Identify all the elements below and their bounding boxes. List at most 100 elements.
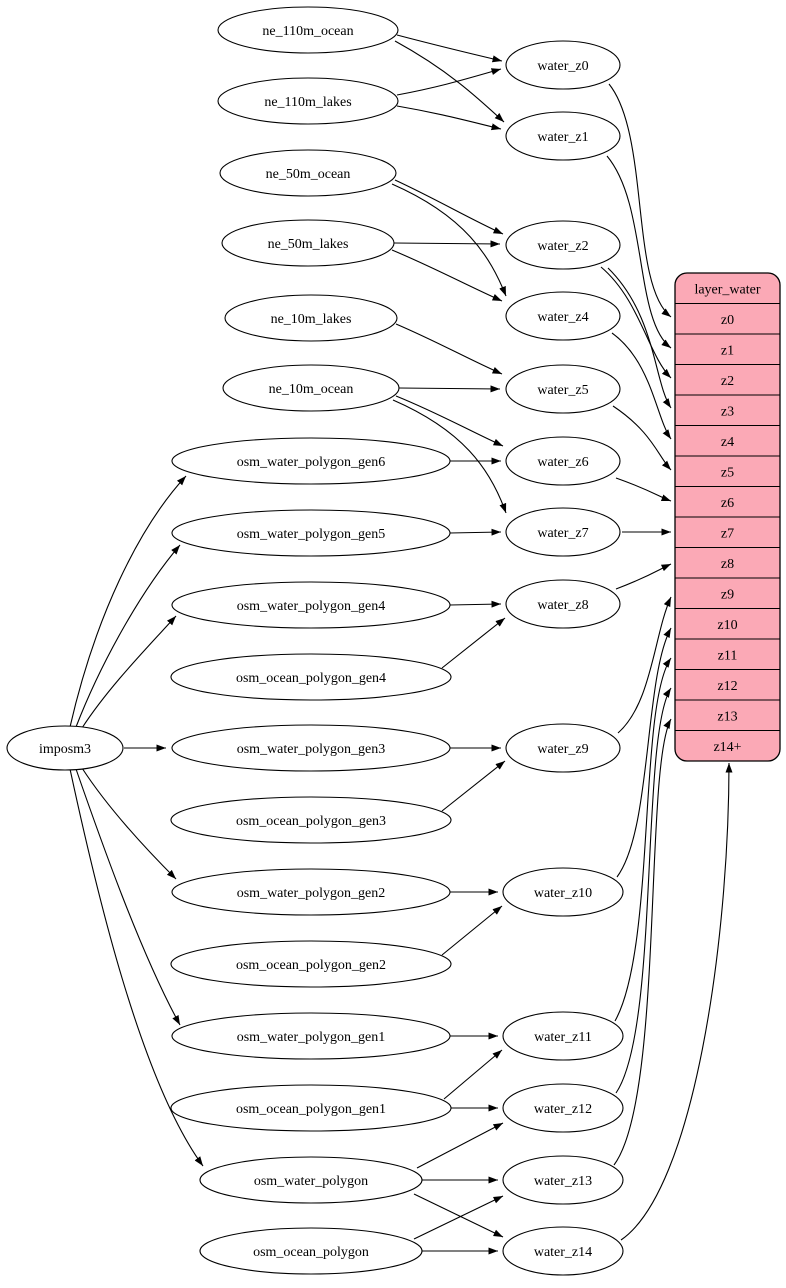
node-water-z8: water_z8 bbox=[505, 579, 621, 629]
node-osm-ocean-polygon-gen4-shape bbox=[170, 653, 452, 701]
node-osm-water-polygon-gen4-shape bbox=[171, 581, 451, 629]
node-water-z8-label: water_z8 bbox=[537, 598, 588, 613]
node-water-z9-label: water_z9 bbox=[537, 742, 588, 757]
node-osm-ocean-polygon-gen2: osm_ocean_polygon_gen2 bbox=[170, 940, 452, 988]
node-ne-10m-ocean-shape bbox=[222, 364, 400, 412]
node-osm-water-polygon-gen5-shape bbox=[171, 509, 451, 557]
edge-water-z5-to-row-z5 bbox=[612, 405, 672, 471]
record-layer-water: layer_water z0 z1 z2 z3 z4 z5 z6 z7 z8 z… bbox=[674, 272, 781, 762]
edge-water-z2-to-row-z2 bbox=[600, 266, 672, 379]
edge-osm-water-polygon-gen5-to-water-z7 bbox=[449, 528, 502, 536]
node-ne-50m-lakes-shape bbox=[221, 219, 395, 267]
edge-water-z9-to-row-z9 bbox=[617, 596, 672, 734]
edge-osm-water-polygon-to-water-z14 bbox=[413, 1193, 504, 1238]
edge-imposm3-to-osm-water-polygon bbox=[69, 768, 204, 1167]
node-water-z1-label: water_z1 bbox=[537, 130, 588, 145]
node-osm-water-polygon-gen2-label: osm_water_polygon_gen2 bbox=[237, 886, 386, 901]
record-row-z5: z5 bbox=[721, 465, 734, 480]
edge-ne-50m-ocean-to-water-z2 bbox=[394, 179, 504, 235]
node-osm-ocean-polygon-gen1-shape bbox=[170, 1084, 452, 1132]
record-row-z13: z13 bbox=[717, 709, 737, 724]
node-ne-110m-lakes: ne_110m_lakes bbox=[217, 77, 399, 125]
node-water-z13: water_z13 bbox=[502, 1155, 624, 1205]
node-osm-water-polygon-gen1: osm_water_polygon_gen1 bbox=[171, 1012, 451, 1060]
edge-ne-50m-lakes-to-water-z4 bbox=[391, 249, 503, 302]
node-water-z14-label: water_z14 bbox=[534, 1245, 592, 1260]
node-ne-110m-ocean: ne_110m_ocean bbox=[217, 6, 399, 54]
node-water-z7-label: water_z7 bbox=[537, 526, 588, 541]
edge-ne-10m-ocean-to-water-z5 bbox=[398, 385, 501, 393]
node-water-z1-shape bbox=[505, 111, 621, 161]
edge-water-z1-to-row-z1 bbox=[606, 155, 672, 349]
node-osm-water-polygon-gen3: osm_water_polygon_gen3 bbox=[171, 724, 451, 772]
node-water-z9-shape bbox=[505, 723, 621, 773]
node-osm-ocean-polygon: osm_ocean_polygon bbox=[199, 1227, 423, 1275]
node-osm-ocean-polygon-gen1-label: osm_ocean_polygon_gen1 bbox=[236, 1102, 386, 1117]
node-ne-50m-ocean: ne_50m_ocean bbox=[219, 149, 397, 197]
node-water-z0: water_z0 bbox=[505, 40, 621, 90]
edge-water-z12-to-row-z12 bbox=[615, 687, 672, 1094]
edge-imposm3-to-osm-water-polygon-gen6 bbox=[69, 475, 187, 728]
node-osm-water-polygon-gen6-label: osm_water_polygon_gen6 bbox=[237, 455, 386, 470]
record-row-z12: z12 bbox=[717, 679, 737, 694]
node-water-z6-label: water_z6 bbox=[537, 455, 588, 470]
node-ne-50m-ocean-label: ne_50m_ocean bbox=[266, 167, 351, 182]
edge-water-z4-to-row-z4 bbox=[611, 332, 672, 440]
node-osm-ocean-polygon-shape bbox=[199, 1227, 423, 1275]
node-water-z0-label: water_z0 bbox=[537, 59, 588, 74]
node-osm-water-polygon-gen2: osm_water_polygon_gen2 bbox=[171, 868, 451, 916]
record-row-z3: z3 bbox=[721, 404, 734, 419]
node-ne-110m-lakes-label: ne_110m_lakes bbox=[264, 95, 351, 110]
node-ne-110m-lakes-shape bbox=[217, 77, 399, 125]
node-water-z9: water_z9 bbox=[505, 723, 621, 773]
node-water-z8-shape bbox=[505, 579, 621, 629]
edge-osm-ocean-polygon-gen3-to-water-z9 bbox=[441, 760, 506, 812]
edge-water-z6-to-row-z6 bbox=[615, 477, 672, 502]
node-osm-water-polygon: osm_water_polygon bbox=[199, 1156, 423, 1204]
node-ne-10m-lakes: ne_10m_lakes bbox=[224, 294, 398, 342]
node-osm-water-polygon-gen6-shape bbox=[171, 437, 451, 485]
edge-ne-110m-ocean-to-water-z0 bbox=[396, 34, 503, 63]
node-water-z11-label: water_z11 bbox=[534, 1030, 592, 1045]
node-ne-10m-lakes-label: ne_10m_lakes bbox=[271, 312, 352, 327]
node-ne-10m-ocean: ne_10m_ocean bbox=[222, 364, 400, 412]
node-osm-water-polygon-gen4: osm_water_polygon_gen4 bbox=[171, 581, 451, 629]
node-osm-water-polygon-gen5-label: osm_water_polygon_gen5 bbox=[237, 527, 386, 542]
node-osm-water-polygon-gen1-label: osm_water_polygon_gen1 bbox=[237, 1030, 386, 1045]
node-water-z2-label: water_z2 bbox=[537, 239, 588, 254]
node-water-z7: water_z7 bbox=[505, 507, 621, 557]
edge-water-z8-to-row-z8 bbox=[615, 563, 672, 590]
node-ne-110m-ocean-label: ne_110m_ocean bbox=[262, 24, 353, 39]
record-row-z8: z8 bbox=[721, 557, 734, 572]
node-osm-ocean-polygon-gen4-label: osm_ocean_polygon_gen4 bbox=[236, 671, 386, 686]
node-water-z4-shape bbox=[505, 291, 621, 341]
node-osm-ocean-polygon-label: osm_ocean_polygon bbox=[253, 1245, 369, 1260]
node-osm-water-polygon-shape bbox=[199, 1156, 423, 1204]
node-osm-water-polygon-gen5: osm_water_polygon_gen5 bbox=[171, 509, 451, 557]
node-ne-50m-lakes: ne_50m_lakes bbox=[221, 219, 395, 267]
record-row-z4: z4 bbox=[721, 435, 734, 450]
node-water-z10-label: water_z10 bbox=[534, 886, 592, 901]
node-water-z4-label: water_z4 bbox=[537, 310, 588, 325]
record-row-z11: z11 bbox=[718, 648, 738, 663]
node-water-z5-shape bbox=[505, 364, 621, 414]
record-row-z7: z7 bbox=[721, 526, 734, 541]
node-imposm3-label: imposm3 bbox=[39, 742, 91, 757]
node-water-z5: water_z5 bbox=[505, 364, 621, 414]
node-ne-110m-ocean-shape bbox=[217, 6, 399, 54]
edge-osm-water-polygon-to-water-z12 bbox=[416, 1122, 504, 1169]
record-row-z14plus: z14+ bbox=[713, 740, 741, 755]
record-row-z0: z0 bbox=[721, 313, 734, 328]
record-row-z10: z10 bbox=[717, 618, 737, 633]
edge-imposm3-to-osm-water-polygon-gen4 bbox=[81, 615, 177, 729]
node-osm-ocean-polygon-gen3-label: osm_ocean_polygon_gen3 bbox=[236, 814, 386, 829]
node-ne-10m-ocean-label: ne_10m_ocean bbox=[269, 382, 354, 397]
edge-ne-10m-ocean-to-water-z6 bbox=[395, 395, 504, 447]
edge-ne-50m-ocean-to-water-z4 bbox=[391, 183, 507, 297]
record-row-z6: z6 bbox=[721, 496, 734, 511]
edge-ne-110m-lakes-to-water-z1 bbox=[396, 105, 502, 131]
node-water-z12-label: water_z12 bbox=[534, 1102, 592, 1117]
node-water-z14-shape bbox=[502, 1226, 624, 1276]
